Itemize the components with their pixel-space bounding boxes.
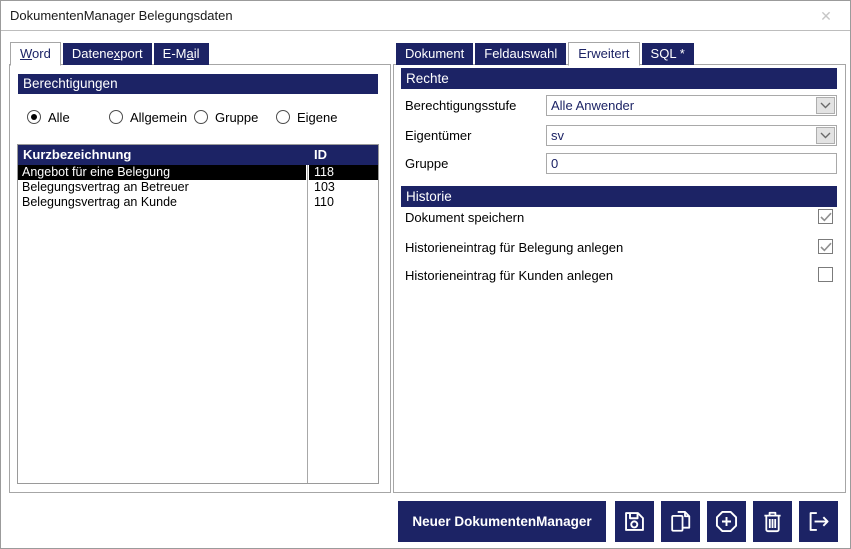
radio-alle[interactable]: Alle bbox=[27, 109, 70, 125]
radio-gruppe[interactable]: Gruppe bbox=[194, 109, 258, 125]
add-button[interactable] bbox=[707, 501, 746, 542]
berechtigungsstufe-label: Berechtigungsstufe bbox=[405, 98, 517, 113]
floppy-disk-icon bbox=[625, 512, 644, 531]
tab-erweitert[interactable]: Erweitert bbox=[568, 42, 640, 66]
tab-dokument[interactable]: Dokument bbox=[396, 43, 474, 65]
exit-button[interactable] bbox=[799, 501, 838, 542]
tab-sql[interactable]: SQL * bbox=[641, 43, 694, 65]
checkmark-icon bbox=[819, 212, 832, 222]
tab-feldauswahl[interactable]: Feldauswahl bbox=[475, 43, 567, 65]
titlebar: DokumentenManager Belegungsdaten ✕ bbox=[1, 1, 850, 31]
tab-datenexport[interactable]: Datenexport bbox=[62, 43, 152, 65]
table-header: Kurzbezeichnung ID bbox=[18, 145, 378, 165]
radio-button-icon bbox=[194, 110, 208, 124]
chevron-down-icon[interactable] bbox=[816, 127, 835, 144]
delete-button[interactable] bbox=[753, 501, 792, 542]
right-tabstrip: Dokument Feldauswahl Erweitert SQL * bbox=[396, 42, 696, 66]
table-body: Angebot für eine Belegung 118 Belegungsv… bbox=[18, 165, 378, 483]
eigentuemer-combo[interactable]: sv bbox=[546, 125, 837, 146]
gruppe-label: Gruppe bbox=[405, 156, 449, 171]
left-tabstrip: Word Datenexport E-Mail bbox=[10, 42, 211, 66]
column-header-id: ID bbox=[314, 147, 327, 162]
window-title: DokumentenManager Belegungsdaten bbox=[10, 8, 233, 23]
erweitert-tab-panel: Rechte Berechtigungsstufe Alle Anwender … bbox=[393, 64, 846, 493]
document-table: Kurzbezeichnung ID Angebot für eine Bele… bbox=[17, 144, 379, 484]
table-row[interactable]: Angebot für eine Belegung 118 bbox=[18, 165, 378, 180]
plus-octagon-icon bbox=[715, 510, 738, 533]
checkbox-row-dokument-speichern: Dokument speichern bbox=[405, 209, 833, 225]
tab-email[interactable]: E-Mail bbox=[153, 43, 209, 65]
table-row[interactable]: Belegungsvertrag an Kunde 110 bbox=[22, 195, 334, 209]
neuer-dokumentenmanager-button[interactable]: Neuer DokumentenManager bbox=[398, 501, 606, 542]
berechtigungsstufe-combo[interactable]: Alle Anwender bbox=[546, 95, 837, 116]
historie-header: Historie bbox=[401, 186, 837, 207]
tab-word[interactable]: Word bbox=[10, 42, 61, 66]
berechtigungen-header: Berechtigungen bbox=[18, 74, 378, 94]
chevron-down-icon[interactable] bbox=[816, 97, 835, 114]
rechte-header: Rechte bbox=[401, 68, 837, 89]
column-divider bbox=[307, 165, 308, 483]
copy-pages-icon bbox=[671, 511, 691, 532]
word-tab-panel: Berechtigungen Alle Allgemein Gruppe Eig… bbox=[9, 64, 391, 493]
close-icon[interactable]: ✕ bbox=[820, 8, 832, 24]
checkbox-checked[interactable] bbox=[818, 209, 833, 224]
copy-button[interactable] bbox=[661, 501, 700, 542]
table-row[interactable]: Belegungsvertrag an Betreuer 103 bbox=[22, 180, 335, 194]
trash-icon bbox=[764, 511, 781, 533]
checkbox-row-historie-kunden: Historieneintrag für Kunden anlegen bbox=[405, 267, 833, 283]
radio-button-icon bbox=[27, 110, 41, 124]
checkbox-unchecked[interactable] bbox=[818, 267, 833, 282]
radio-button-icon bbox=[109, 110, 123, 124]
gruppe-input[interactable] bbox=[546, 153, 837, 174]
column-header-kurzbezeichnung: Kurzbezeichnung bbox=[23, 147, 132, 162]
save-button[interactable] bbox=[615, 501, 654, 542]
checkbox-row-historie-belegung: Historieneintrag für Belegung anlegen bbox=[405, 239, 833, 255]
radio-allgemein[interactable]: Allgemein bbox=[109, 109, 187, 125]
radio-button-icon bbox=[276, 110, 290, 124]
radio-eigene[interactable]: Eigene bbox=[276, 109, 337, 125]
checkbox-checked[interactable] bbox=[818, 239, 833, 254]
checkmark-icon bbox=[819, 242, 832, 252]
exit-arrow-icon bbox=[809, 512, 829, 531]
eigentuemer-label: Eigentümer bbox=[405, 128, 472, 143]
